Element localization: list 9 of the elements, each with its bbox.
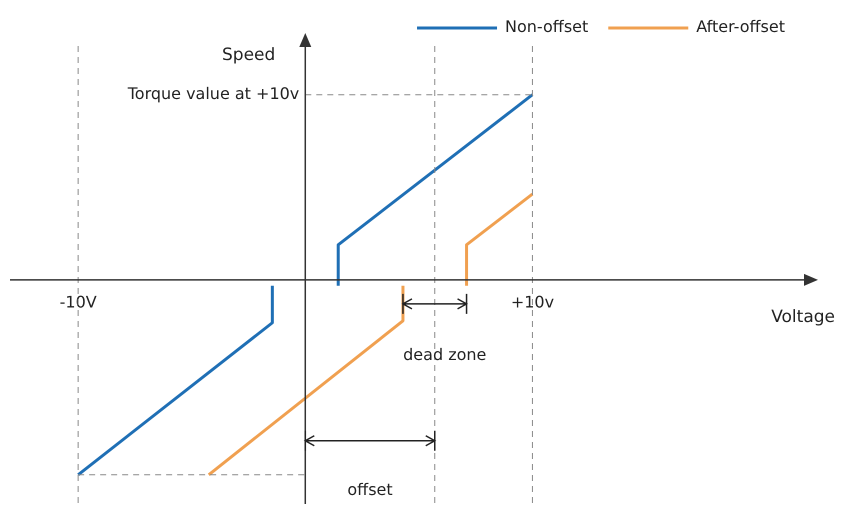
x-tick-label: +10v [510,292,554,312]
x-axis-title: Voltage [771,306,835,327]
text: offset [347,480,393,499]
ref-line-label: Torque value at +10v [126,84,300,103]
y-axis-title: Speed [222,45,276,65]
legend-label: Non-offset [505,17,588,36]
annotation: dead zone [403,345,486,364]
x-tick-label: -10V [60,292,97,312]
legend-label: After-offset [696,17,785,36]
